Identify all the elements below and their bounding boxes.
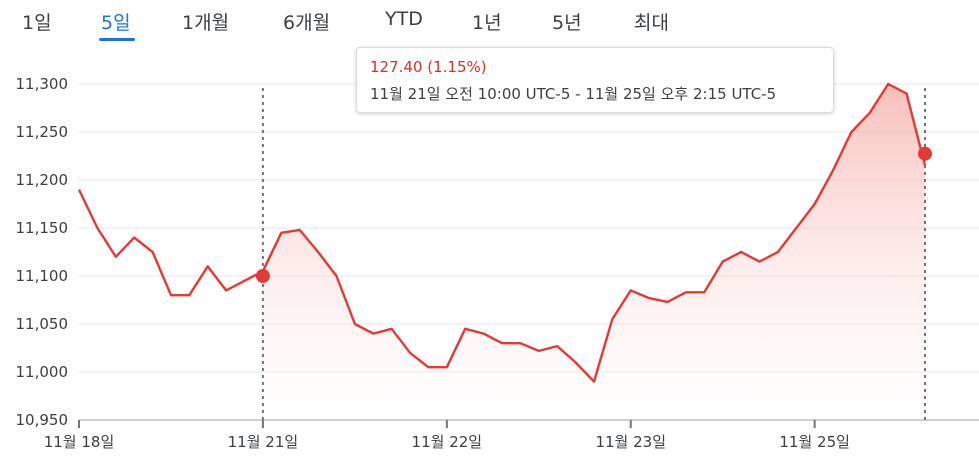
tab-ytd[interactable]: YTD bbox=[385, 8, 423, 30]
tab-6m[interactable]: 6개월 bbox=[283, 12, 331, 34]
y-tick-label: 11,100 bbox=[16, 267, 69, 285]
selection-tooltip: 127.40 (1.15%) 11월 21일 오전 10:00 UTC-5 - … bbox=[356, 47, 834, 113]
x-tick-label: 11월 25일 bbox=[779, 433, 850, 451]
tooltip-range: 11월 21일 오전 10:00 UTC-5 - 11월 25일 오후 2:15… bbox=[370, 85, 777, 103]
price-line bbox=[77, 82, 927, 383]
y-tick-label: 11,050 bbox=[16, 315, 69, 333]
x-tick-label: 11월 23일 bbox=[595, 433, 666, 451]
tab-1d[interactable]: 1일 bbox=[22, 12, 52, 34]
y-axis: 11,300 11,250 11,200 11,150 11,100 11,050 11,0… bbox=[16, 75, 69, 429]
y-tick-label: 11,150 bbox=[16, 219, 69, 237]
tab-5d[interactable]: 5일 bbox=[101, 12, 131, 34]
range-tabs: 1일 5일 1개월 6개월 YTD 1년 5년 최대 bbox=[0, 0, 979, 44]
x-tick-label: 11월 18일 bbox=[44, 433, 115, 451]
x-tick-label: 11월 21일 bbox=[228, 433, 299, 451]
y-tick-label: 11,250 bbox=[16, 123, 69, 141]
x-axis: 11월 18일 11월 21일 11월 22일 11월 23일 11월 25일 bbox=[44, 419, 979, 451]
tab-1m[interactable]: 1개월 bbox=[182, 12, 230, 34]
y-tick-label: 11,300 bbox=[16, 75, 69, 93]
selection-end-point[interactable] bbox=[918, 146, 932, 161]
y-tick-label: 11,200 bbox=[16, 171, 69, 189]
selection-start-point[interactable] bbox=[255, 269, 270, 283]
y-tick-label: 10,950 bbox=[16, 411, 69, 429]
tab-5y[interactable]: 5년 bbox=[552, 12, 582, 34]
selection-area-fill bbox=[262, 84, 925, 420]
tab-max[interactable]: 최대 bbox=[634, 12, 669, 34]
active-tab-indicator bbox=[99, 38, 135, 41]
y-tick-label: 11,000 bbox=[16, 363, 69, 381]
tab-1y[interactable]: 1년 bbox=[472, 12, 502, 34]
x-tick-label: 11월 22일 bbox=[412, 433, 483, 451]
tooltip-change: 127.40 (1.15%) bbox=[370, 58, 487, 76]
